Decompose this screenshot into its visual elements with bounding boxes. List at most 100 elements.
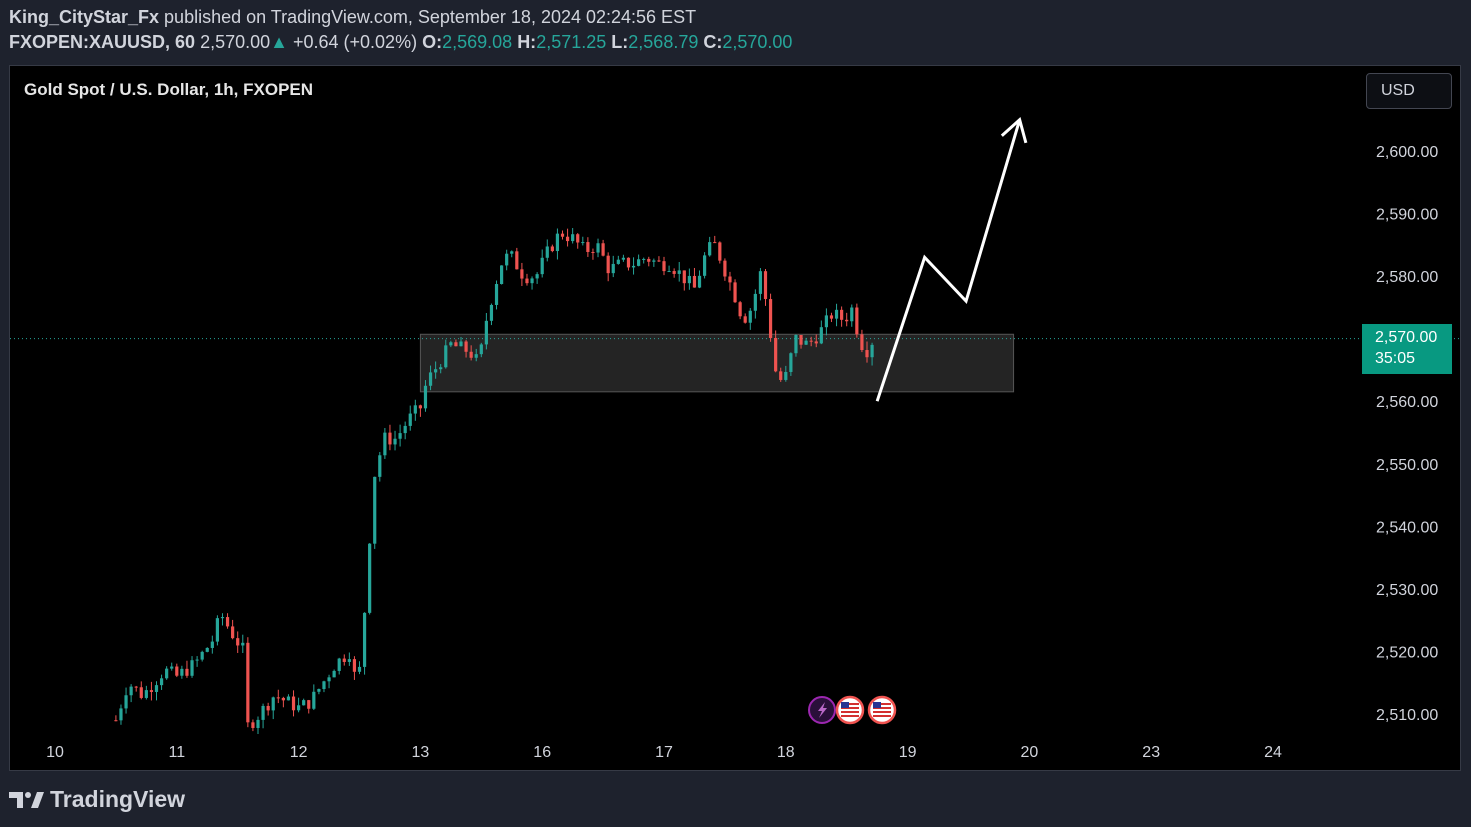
candle-body [768,299,773,339]
candle-body [834,309,839,319]
currency-button[interactable]: USD [1366,73,1452,109]
candle-body [845,319,849,322]
candle-body [159,678,164,686]
x-tick-label: 18 [777,744,795,761]
candle-body [302,700,306,706]
candle-body [144,690,148,698]
candle-body [231,626,235,639]
candle-body [789,353,793,372]
candle-body [616,259,620,264]
candle-body [662,261,666,272]
candle-body [332,670,336,678]
candle-body [657,260,661,262]
symbol-interval: FXOPEN:XAUUSD, 60 [9,32,196,52]
lightning-icon-bolt [818,702,827,718]
candle-body [134,686,138,688]
candle-body [682,270,686,284]
candle-body [403,425,407,434]
candle-body [723,260,727,277]
candle-body [571,234,575,242]
candle-body [307,700,311,709]
candle-body [398,433,402,439]
candle-body [180,668,184,676]
x-tick-label: 12 [290,744,308,761]
candle-body [114,720,118,722]
candle-body [540,257,544,275]
flag-icon-circle [835,695,865,725]
candle-body [565,236,570,242]
candle-body [510,251,514,254]
candle-body [601,243,605,256]
candle-body [337,658,341,671]
candle-body [413,405,417,414]
candle-body [631,265,636,268]
candle-body [383,432,387,456]
candle-body [708,242,712,256]
x-tick-label: 10 [46,744,64,761]
x-tick-label: 11 [168,744,185,761]
candle-body [474,354,478,358]
candle-body [794,334,798,354]
y-tick-label: 2,580.00 [1376,269,1438,286]
candle-body [779,371,783,380]
x-tick-label: 16 [533,744,551,761]
candle-body [444,345,448,368]
candle-body [672,271,676,274]
chart-panel[interactable]: 2,600.00 2,590.00 2,580.00 2,570.00 2,560.00… [9,65,1461,771]
high-value: 2,571.25 [536,32,607,52]
flag-icon-stripe [873,711,891,713]
candle-body [256,719,260,728]
candle-body [165,668,169,679]
candle-body [535,274,539,279]
tradingview-logo[interactable]: TradingView [9,786,185,813]
publish-info: King_CityStar_Fx published on TradingVie… [9,7,696,28]
x-tick-label: 24 [1264,744,1282,761]
author-name[interactable]: King_CityStar_Fx [9,7,160,27]
us-flag-icon [867,695,897,725]
candle-body [809,340,813,342]
candle-body [748,310,752,323]
candle-body [814,341,818,344]
candle-body [266,705,270,711]
price-tag-value: 2,570.00 [1375,329,1438,346]
candle-body [560,233,565,237]
candle-body [687,275,691,284]
ohlc-legend: FXOPEN:XAUUSD, 60 2,570.00▲ +0.64 (+0.02… [9,32,792,53]
candle-body [220,617,225,619]
candle-body [555,233,560,252]
candle-body [545,246,549,258]
candle-body [774,338,778,372]
candle-body [149,690,154,692]
candle-body [819,327,823,344]
candle-body [855,307,859,335]
current-price-tag: 2,570.00 35:05 [1362,324,1452,374]
candle-body [352,659,357,672]
lightning-icon [808,696,836,724]
x-tick-label: 17 [655,744,673,761]
y-tick-label: 2,520.00 [1376,644,1438,661]
candle-body [185,668,189,676]
open-value: 2,569.08 [442,32,513,52]
close-value: 2,570.00 [722,32,793,52]
candle-body [505,253,509,266]
candle-body [225,617,230,627]
candle-body [119,708,123,721]
candle-body [637,259,641,266]
candle-body [870,344,874,358]
candle-body [439,367,443,370]
candle-body [464,341,468,352]
candle-body [459,341,463,347]
flag-icon-stripe [841,715,859,717]
candle-body [327,677,331,682]
price-chart[interactable]: 2,600.00 2,590.00 2,580.00 2,570.00 2,560.00… [10,66,1460,770]
candle-body [500,265,504,285]
candle-body [494,284,499,305]
candle-body [418,405,422,409]
candle-body [357,666,362,672]
projection-arrow [875,119,1022,402]
candle-body [251,722,255,728]
candle-body [703,255,707,276]
candle-body [423,385,428,409]
flag-icon-stripe [873,715,891,717]
candle-body [154,685,159,692]
